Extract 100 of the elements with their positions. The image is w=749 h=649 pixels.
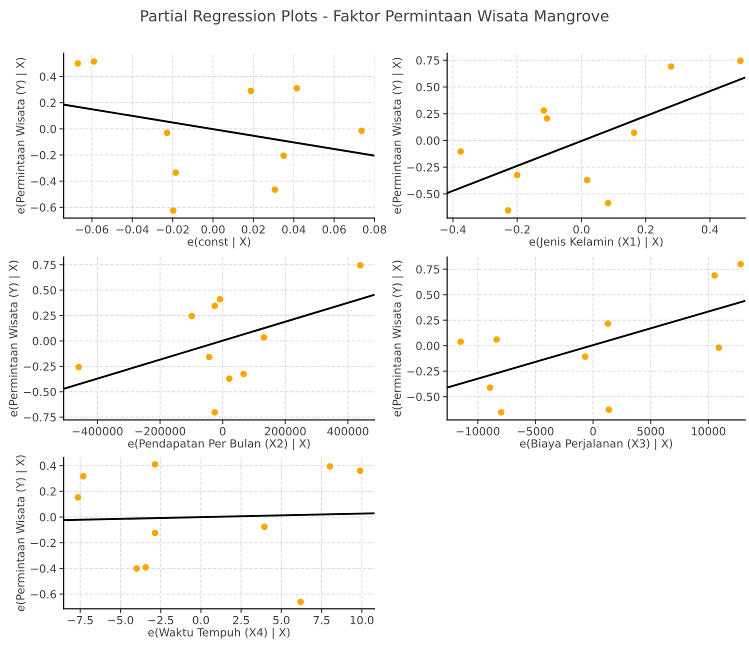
y-axis-title: e(Permintaan Wisata (Y) | X) (392, 58, 404, 214)
y-tick-label: −0.25 (24, 362, 56, 371)
point (297, 598, 304, 606)
y-tick-label: −0.2 (30, 150, 56, 160)
point (582, 353, 588, 360)
point (164, 130, 170, 136)
point (711, 272, 718, 279)
point (206, 354, 212, 360)
x-axis-title: e(Pendapatan Per Bulan (X2) | X) (128, 438, 310, 450)
y-axis-title: e(Permintaan Wisata (Y) | X) (16, 455, 27, 612)
point (606, 406, 612, 413)
x-tick-label: −5000 (518, 427, 554, 436)
y-tick-label: −0.6 (30, 203, 56, 212)
x-tick-label: 0.4 (702, 225, 718, 234)
x-tick-label: −0.2 (504, 225, 530, 234)
point (280, 152, 287, 159)
point (544, 115, 550, 122)
y-tick-label: 0.75 (32, 260, 56, 270)
x-axis-title: e(Biaya Perjalanan (X3) | X) (520, 438, 672, 450)
x-tick-label: 0.08 (362, 225, 386, 234)
point (272, 186, 278, 193)
point (716, 344, 722, 351)
y-tick-label: 0.50 (416, 290, 440, 300)
point (80, 473, 87, 480)
y-tick-label: −0.6 (30, 590, 56, 598)
x-axis-title: e(const | X) (188, 237, 250, 248)
point (486, 384, 494, 391)
x-tick-label: 400000 (327, 427, 368, 436)
y-tick-label: 0.75 (416, 265, 440, 274)
point (504, 207, 512, 214)
y-tick-label: 0.25 (416, 110, 440, 118)
y-tick-label: 0.50 (416, 82, 440, 92)
point (457, 338, 464, 345)
point (188, 312, 196, 320)
point (668, 63, 674, 70)
point (211, 302, 218, 310)
point (294, 85, 300, 92)
point (248, 88, 254, 94)
x-tick-label: −0.02 (156, 225, 189, 234)
y-axis-title: e(Permintaan Wisata (Y) | X) (16, 58, 27, 214)
point (75, 364, 82, 370)
y-axis-title: e(Permintaan Wisata (Y) | X) (8, 260, 20, 417)
y-tick-label: −0.50 (407, 392, 440, 402)
x-tick-label: 0.0 (573, 225, 590, 234)
point (326, 463, 334, 470)
x-tick-label: 10.0 (350, 616, 374, 624)
point (226, 375, 233, 382)
x-tick-label: 0.06 (322, 225, 346, 234)
y-tick-label: 0.00 (416, 136, 440, 145)
y-tick-label: −0.50 (407, 190, 440, 198)
y-tick-label: −0.75 (24, 413, 56, 422)
y-tick-label: 0.4 (40, 72, 56, 81)
x-tick-label: 200000 (264, 427, 306, 436)
point (357, 262, 364, 268)
y-tick-label: −0.25 (407, 163, 440, 172)
point (604, 320, 612, 327)
y-tick-label: 0.2 (40, 98, 56, 108)
point (172, 169, 179, 176)
point (74, 60, 82, 67)
point (240, 370, 247, 378)
point (356, 468, 364, 474)
point (737, 58, 744, 64)
y-tick-label: 0.00 (416, 342, 440, 350)
y-tick-label: 0.2 (40, 487, 56, 496)
point (260, 334, 268, 341)
y-tick-label: 0.50 (32, 286, 56, 295)
x-tick-label: −7.5 (68, 616, 93, 624)
y-tick-label: 0.00 (32, 336, 56, 346)
point (604, 200, 612, 206)
x-tick-label: −5.0 (108, 616, 134, 624)
x-tick-label: 10000 (692, 427, 726, 436)
x-tick-label: 0.02 (242, 225, 265, 234)
point (498, 409, 504, 416)
x-tick-label: −0.4 (440, 225, 466, 234)
x-tick-label: −0.06 (76, 225, 108, 234)
point (358, 128, 365, 134)
x-tick-label: 0 (590, 427, 596, 436)
point (514, 172, 520, 178)
x-tick-label: −10000 (456, 427, 500, 436)
x-tick-label: −200000 (135, 427, 186, 436)
point (152, 530, 158, 536)
y-tick-label: 0.75 (416, 56, 440, 65)
x-axis-title: e(Waktu Tempuh (X4) | X) (148, 628, 290, 639)
x-tick-label: 0 (220, 427, 226, 436)
y-tick-label: 0.25 (32, 312, 56, 320)
point (216, 296, 224, 303)
x-tick-label: −400000 (72, 427, 123, 436)
point (493, 336, 500, 343)
x-tick-label: 5.0 (273, 616, 290, 624)
point (584, 176, 590, 184)
y-tick-label: −0.2 (30, 538, 56, 548)
chart-title: Partial Regression Plots - Faktor Permintaan Wisata Mangrove (141, 10, 609, 25)
y-tick-label: −0.4 (30, 177, 56, 186)
x-tick-label: 0.00 (201, 225, 225, 234)
point (737, 260, 744, 268)
point (540, 107, 548, 114)
x-tick-label: 2.5 (233, 616, 249, 624)
point (261, 524, 268, 530)
x-axis-title: e(Jenis Kelamin (X1) | X) (529, 237, 663, 248)
y-tick-label: 0.4 (40, 462, 56, 470)
